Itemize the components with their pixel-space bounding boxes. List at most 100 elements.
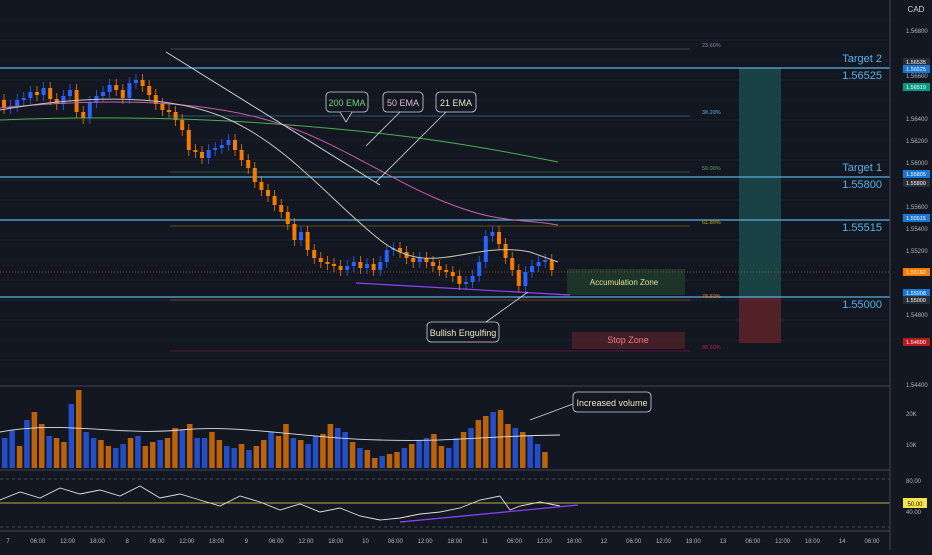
time-tick: 06:00: [30, 539, 46, 545]
time-tick: 11: [482, 539, 489, 545]
accumulation-zone[interactable]: [567, 269, 685, 295]
volume-bar: [224, 446, 230, 468]
candle-body: [101, 92, 105, 96]
volume-bar: [364, 450, 371, 468]
currency-label: CAD: [908, 5, 925, 14]
candle-body: [338, 266, 343, 270]
annotation-bullish-engulfing[interactable]: Bullish Engulfing: [426, 321, 500, 343]
price-badge-text: 1.56519: [906, 85, 926, 91]
time-tick: 06:00: [626, 539, 642, 545]
volume-bar: [372, 458, 378, 468]
volume-bar: [423, 438, 430, 468]
candle-body: [54, 99, 59, 104]
volume-bar: [61, 442, 67, 468]
volume-bar: [534, 444, 541, 468]
volume-bar: [490, 412, 496, 468]
level-value: 1.55515: [842, 222, 882, 234]
stop-zone-box[interactable]: [572, 332, 685, 349]
annotation-accumulation-zone[interactable]: Accumulation Zone: [590, 278, 659, 287]
candle-body: [41, 88, 46, 95]
candle-body: [536, 262, 541, 266]
candle-body: [272, 196, 277, 205]
annotation-increased-volume[interactable]: Increased volume: [572, 391, 652, 413]
horizontal-levels[interactable]: 23.60% 38.20% 50.00% 61.80% 78.60% 88.60%: [0, 43, 890, 352]
volume-bar: [9, 430, 15, 468]
annotation-stop-zone[interactable]: Stop Zone: [607, 335, 649, 345]
price-tick: 1.54400: [906, 383, 928, 389]
fib-label: 88.60%: [702, 345, 721, 351]
volume-bar: [312, 436, 319, 468]
time-tick: 9: [245, 539, 249, 545]
candle-body: [464, 282, 468, 284]
annotation-text: Bullish Engulfing: [430, 328, 497, 338]
price-tick: 1.56400: [906, 117, 928, 123]
candle-body: [411, 258, 416, 262]
time-tick: 13: [720, 539, 727, 545]
candle-body: [239, 150, 244, 160]
rsi-trendline[interactable]: [399, 504, 579, 523]
volume-bar: [438, 446, 445, 468]
candle-body: [213, 148, 218, 150]
volume-bar: [379, 456, 385, 468]
annotation-50-ema[interactable]: 50 EMA: [382, 91, 424, 113]
time-axis[interactable]: 7 06:00 12:00 18:00 8 06:00 12:00 18:00 9 06:00 12…: [6, 539, 880, 545]
annotation-box: [435, 91, 477, 113]
fib-label: 38.20%: [702, 110, 721, 116]
time-tick: 10: [362, 539, 369, 545]
annotation-text: Increased volume: [576, 398, 647, 408]
volume-bar: [98, 440, 104, 468]
drawings[interactable]: [165, 51, 574, 421]
volume-bar: [150, 442, 156, 468]
candle-body: [160, 104, 165, 110]
candle-body: [510, 258, 515, 270]
volume-bar: [16, 446, 23, 468]
volume-bar: [83, 432, 89, 468]
volume-bar: [261, 440, 267, 468]
candle-body: [153, 95, 158, 104]
annotation-text: 21 EMA: [440, 98, 472, 108]
time-tick: 12:00: [179, 539, 195, 545]
annotation-21-ema[interactable]: 21 EMA: [435, 91, 477, 113]
volume-bar: [431, 434, 437, 468]
candle-body: [450, 272, 455, 276]
volume-bar: [320, 434, 326, 468]
candle-body: [312, 250, 317, 258]
volume-bar: [305, 444, 311, 468]
price-badge: [903, 170, 930, 178]
time-tick: 18:00: [328, 539, 344, 545]
candle-body: [226, 140, 231, 145]
volume-bar: [416, 440, 422, 468]
volume-bar: [157, 440, 163, 468]
candle-body: [193, 150, 198, 152]
volume-bar: [542, 452, 548, 468]
price-badge: [903, 58, 930, 66]
volume-bar: [290, 438, 297, 468]
candle-body: [87, 102, 92, 118]
candle-body: [114, 85, 119, 90]
volume-bar: [349, 442, 356, 468]
volume-tick: 10K: [906, 443, 917, 449]
annotation-200-ema[interactable]: 200 EMA: [325, 91, 369, 123]
level-labels: Target 2 1.56525 Target 1 1.55800 1.55515 1.5…: [842, 53, 882, 311]
candle-body: [292, 224, 297, 240]
candle-body: [68, 90, 72, 96]
annotation-box: [382, 91, 424, 113]
volume-bar: [113, 448, 119, 468]
candle-body: [81, 112, 86, 118]
candle-body: [325, 262, 330, 264]
price-tick: 1.56200: [906, 139, 928, 145]
annotation-pointer: [339, 111, 353, 123]
downtrend-line[interactable]: [165, 51, 381, 186]
support-trendline[interactable]: [355, 282, 571, 296]
volume-bar: [216, 440, 223, 468]
candle-body: [127, 83, 132, 98]
time-tick: 12:00: [298, 539, 314, 545]
candle-body: [516, 270, 521, 286]
price-badge: [903, 289, 930, 297]
volume-bar: [275, 436, 282, 468]
price-badge: [903, 179, 930, 187]
annotation-connector: [365, 111, 401, 147]
rsi-badge: [903, 498, 927, 508]
